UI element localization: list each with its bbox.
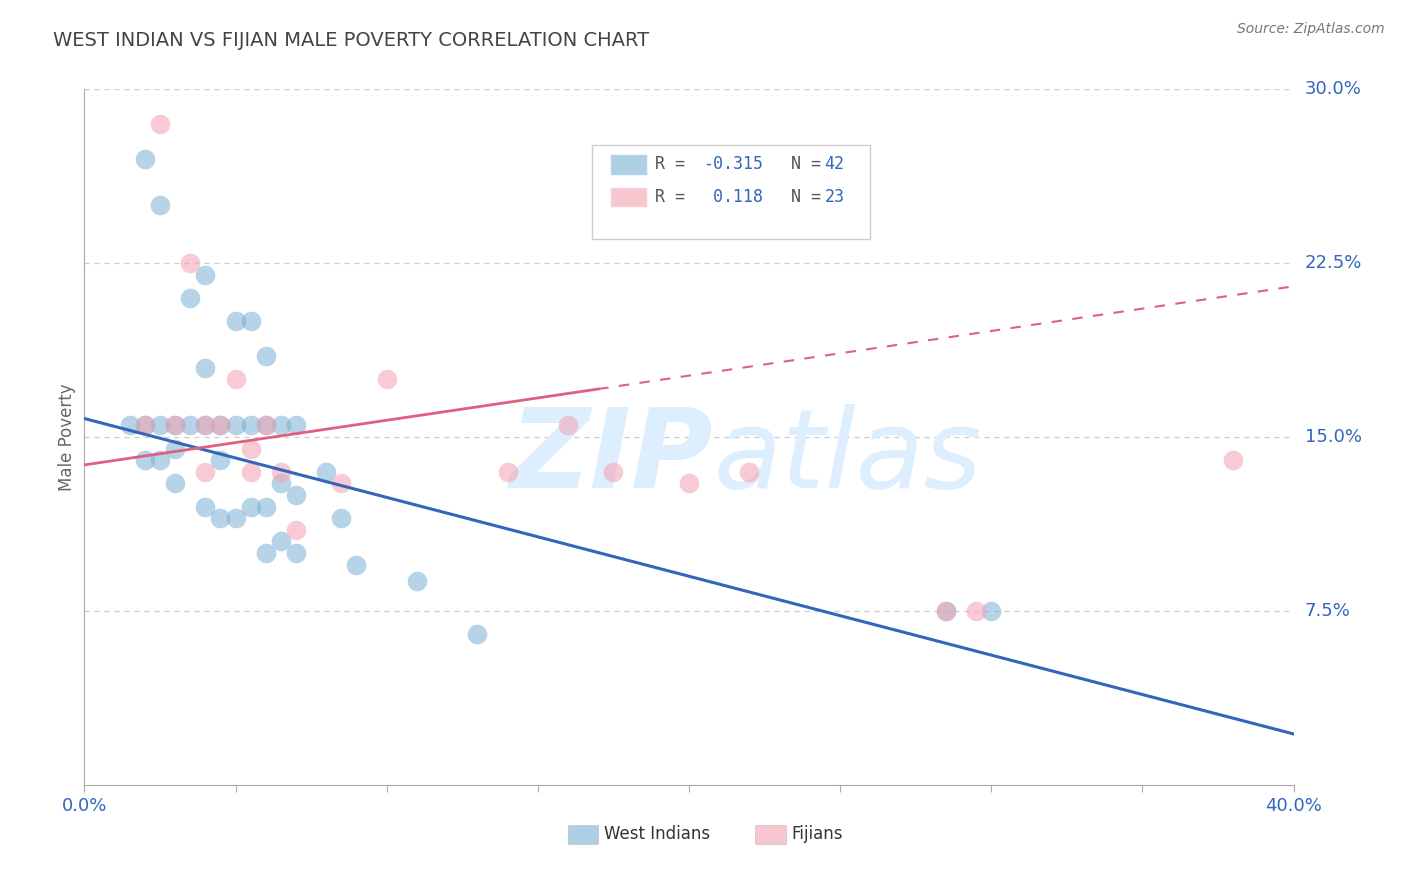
Point: [285, 523, 308, 537]
Point: [330, 511, 353, 525]
Point: [239, 314, 262, 328]
Text: ZIP: ZIP: [509, 404, 713, 511]
Point: [179, 418, 201, 433]
Point: [965, 604, 987, 618]
Point: [239, 500, 262, 514]
Point: [194, 418, 217, 433]
FancyBboxPatch shape: [568, 824, 599, 844]
Text: Fijians: Fijians: [792, 825, 844, 843]
Text: 42: 42: [824, 155, 845, 173]
Point: [738, 465, 761, 479]
Text: 22.5%: 22.5%: [1305, 254, 1362, 272]
Point: [194, 268, 217, 282]
Text: WEST INDIAN VS FIJIAN MALE POVERTY CORRELATION CHART: WEST INDIAN VS FIJIAN MALE POVERTY CORRE…: [53, 31, 650, 50]
Point: [194, 500, 217, 514]
Point: [270, 534, 292, 549]
Point: [330, 476, 353, 491]
Text: 23: 23: [824, 188, 845, 206]
Y-axis label: Male Poverty: Male Poverty: [58, 384, 76, 491]
Point: [375, 372, 398, 386]
Point: [254, 500, 277, 514]
Point: [134, 418, 156, 433]
Point: [935, 604, 957, 618]
Point: [194, 418, 217, 433]
Point: [254, 349, 277, 363]
Point: [194, 360, 217, 375]
Point: [134, 453, 156, 467]
Point: [165, 418, 187, 433]
Point: [165, 418, 187, 433]
Point: [134, 418, 156, 433]
Point: [225, 418, 247, 433]
Point: [149, 453, 172, 467]
Point: [149, 117, 172, 131]
Text: N =: N =: [770, 188, 831, 206]
Point: [134, 152, 156, 166]
Text: West Indians: West Indians: [605, 825, 710, 843]
Point: [980, 604, 1002, 618]
Point: [270, 476, 292, 491]
Point: [285, 488, 308, 502]
Point: [254, 418, 277, 433]
Point: [254, 546, 277, 560]
Point: [118, 418, 141, 433]
Text: 7.5%: 7.5%: [1305, 602, 1351, 620]
Point: [406, 574, 429, 588]
Point: [467, 627, 489, 641]
Point: [239, 465, 262, 479]
Point: [209, 418, 232, 433]
Point: [194, 465, 217, 479]
Point: [225, 372, 247, 386]
FancyBboxPatch shape: [610, 154, 647, 175]
Point: [1222, 453, 1244, 467]
Point: [239, 442, 262, 456]
Text: R =: R =: [655, 155, 695, 173]
Point: [346, 558, 368, 572]
FancyBboxPatch shape: [610, 186, 647, 208]
Point: [165, 476, 187, 491]
Point: [225, 511, 247, 525]
FancyBboxPatch shape: [592, 145, 870, 239]
Point: [315, 465, 337, 479]
Text: atlas: atlas: [713, 404, 981, 511]
Point: [179, 291, 201, 305]
Point: [557, 418, 579, 433]
Text: 15.0%: 15.0%: [1305, 428, 1361, 446]
Point: [935, 604, 957, 618]
Text: R =: R =: [655, 188, 704, 206]
Point: [285, 546, 308, 560]
Text: 30.0%: 30.0%: [1305, 80, 1361, 98]
Point: [602, 465, 624, 479]
Point: [209, 511, 232, 525]
Point: [254, 418, 277, 433]
Point: [209, 418, 232, 433]
Point: [149, 418, 172, 433]
Point: [496, 465, 519, 479]
Text: Source: ZipAtlas.com: Source: ZipAtlas.com: [1237, 22, 1385, 37]
Point: [270, 418, 292, 433]
Point: [179, 256, 201, 270]
Text: 0.118: 0.118: [703, 188, 763, 206]
Point: [149, 198, 172, 212]
Point: [285, 418, 308, 433]
Point: [678, 476, 700, 491]
Text: -0.315: -0.315: [703, 155, 763, 173]
Text: N =: N =: [770, 155, 831, 173]
Point: [270, 465, 292, 479]
Point: [225, 314, 247, 328]
Point: [165, 442, 187, 456]
Point: [239, 418, 262, 433]
Point: [209, 453, 232, 467]
FancyBboxPatch shape: [755, 824, 786, 844]
